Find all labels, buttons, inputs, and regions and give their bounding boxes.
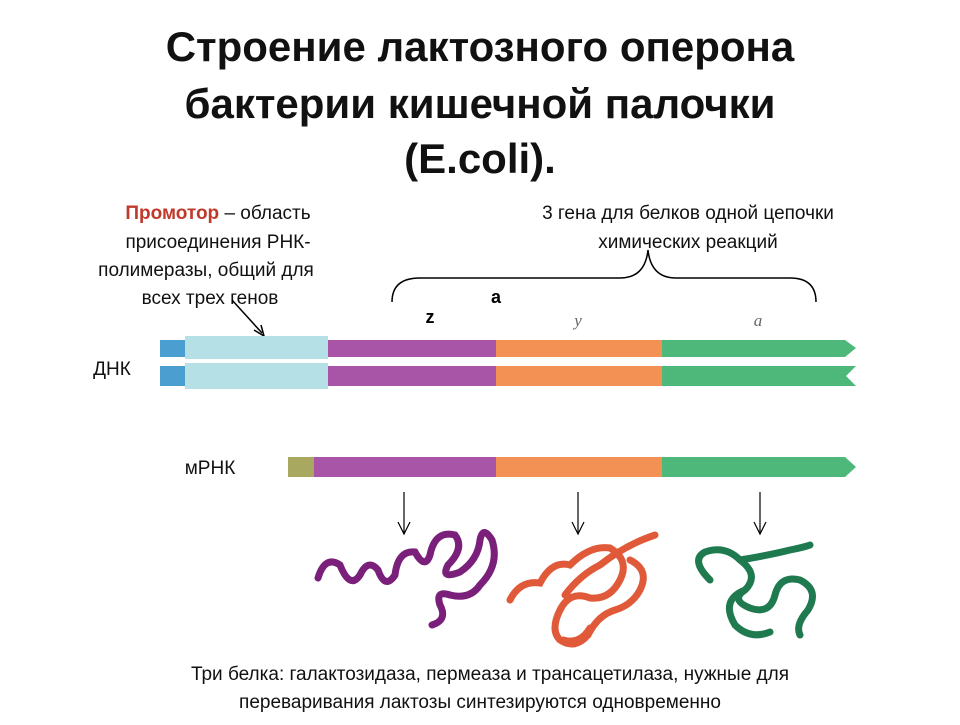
protein-transacetylase (695, 541, 816, 639)
genes-note: 3 гена для белков одной цепочки (542, 203, 834, 224)
promoter-text: всех трех генов (142, 288, 279, 309)
gene-label: y (572, 311, 582, 330)
gene-label: z (426, 307, 435, 327)
protein-galactosidase (314, 529, 498, 629)
promoter-term: Промотор (125, 203, 219, 224)
promoter-text: – область (224, 203, 310, 224)
promoter-pointer (231, 299, 263, 334)
caption: Три белка: галактозидаза, пермеаза и тра… (191, 664, 789, 685)
promoter-note: Промотор – область (125, 203, 310, 224)
dna-strand (160, 336, 856, 359)
dna-strand (160, 363, 856, 389)
title-line: Строение лактозного оперона (166, 23, 795, 70)
genes-note: химических реакций (598, 232, 778, 253)
translation-arrows (397, 492, 767, 536)
brace (391, 249, 817, 303)
dna-label: ДНК (93, 359, 131, 380)
title-line: (E.coli). (404, 135, 556, 182)
mrna-strand (288, 457, 856, 477)
protein-permease (506, 531, 659, 648)
caption: переваривания лактозы синтезируются одно… (239, 692, 721, 713)
title-line: бактерии кишечной палочки (185, 80, 776, 127)
promoter-text: присоединения РНК- (125, 232, 310, 253)
promoter-text: полимеразы, общий для (98, 260, 314, 281)
overlay-label: a (491, 287, 502, 307)
mrna-label: мРНК (185, 458, 236, 479)
gene-label: a (754, 311, 763, 330)
